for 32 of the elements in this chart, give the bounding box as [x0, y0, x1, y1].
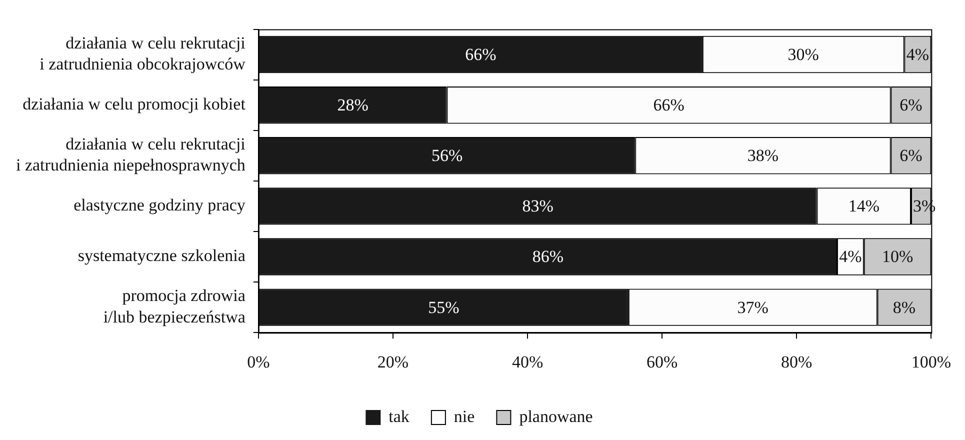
y-tick-label: działania w celu rekrutacji i zatrudnienia obcokrajowców — [40, 33, 246, 74]
data-label: 6% — [900, 146, 922, 166]
data-label: 38% — [747, 146, 779, 166]
x-tick-label: 40% — [512, 352, 544, 372]
data-label: 55% — [428, 298, 460, 317]
data-label: 4% — [839, 247, 862, 266]
data-label: 56% — [431, 146, 463, 166]
y-tick-label: działania w celu promocji kobiet — [22, 94, 246, 114]
data-label: 86% — [532, 247, 564, 266]
x-tick-label: 100% — [911, 352, 952, 372]
y-tick-label: elastyczne godziny pracy — [74, 196, 246, 215]
data-label: 37% — [737, 298, 768, 317]
data-label: 10% — [882, 247, 914, 266]
data-label: 14% — [848, 196, 880, 216]
x-tick-label: 0% — [247, 352, 270, 372]
data-label: 30% — [788, 45, 819, 64]
legend-label: tak — [388, 406, 410, 426]
legend-label: nie — [454, 406, 475, 426]
data-label: 83% — [522, 196, 554, 216]
data-label: 8% — [892, 298, 916, 317]
x-tick-label: 80% — [781, 352, 812, 372]
y-tick-label: działania w celu rekrutacji i zatrudnienia niepełnosprawnych — [16, 134, 246, 175]
data-label: 6% — [900, 96, 922, 115]
y-tick-label: promocja zdrowia i/lub bezpieczeństwa — [103, 286, 246, 326]
legend-label: planowane — [519, 406, 593, 426]
y-tick-label: systematyczne szkolenia — [78, 246, 246, 266]
x-tick-label: 20% — [377, 352, 409, 372]
data-label: 66% — [653, 96, 684, 115]
data-label: 66% — [465, 45, 496, 64]
data-label: 4% — [906, 45, 930, 64]
x-tick-label: 60% — [646, 352, 678, 372]
data-label: 28% — [337, 96, 368, 115]
